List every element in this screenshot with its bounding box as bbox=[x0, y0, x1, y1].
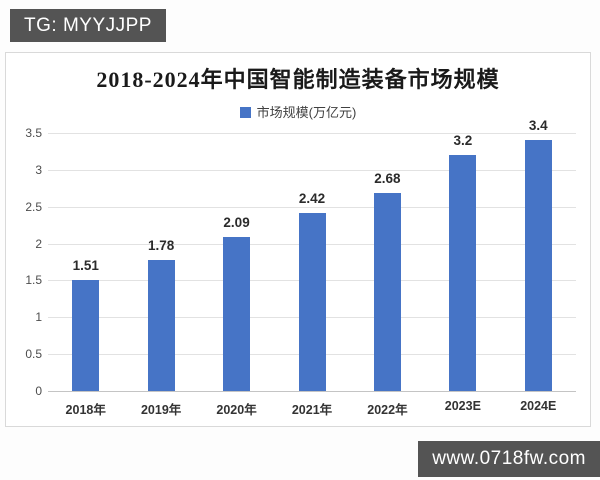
legend-swatch-icon bbox=[239, 107, 251, 118]
watermark-badge-bottom-right: www.0718fw.com bbox=[418, 441, 600, 477]
y-axis-tick-label: 3.5 bbox=[25, 126, 42, 140]
bar-value-label: 1.51 bbox=[72, 257, 99, 273]
x-axis-tick-label: 2018年 bbox=[65, 403, 106, 417]
legend: 市场规模(万亿元) bbox=[6, 102, 590, 121]
watermark-badge-top-left: TG: MYYJJPP bbox=[10, 9, 166, 42]
bar-2022年 bbox=[373, 193, 401, 391]
gridline bbox=[48, 169, 576, 171]
bar-value-label: 2.42 bbox=[298, 190, 326, 206]
x-axis-tick-label: 2024E bbox=[520, 399, 557, 413]
x-axis-tick-label: 2019年 bbox=[140, 403, 182, 417]
gridline bbox=[48, 206, 576, 208]
chart-panel: 2018-2024年中国智能制造装备市场规模 市场规模(万亿元) 0 0.5 1 1.… bbox=[5, 52, 591, 427]
bar-value-label: 3.2 bbox=[453, 133, 473, 149]
bar-value-label: 3.4 bbox=[528, 118, 548, 134]
bar-value-label: 2.09 bbox=[223, 214, 250, 230]
y-axis-tick-label: 2.5 bbox=[25, 199, 42, 214]
gridline bbox=[48, 391, 576, 392]
x-axis-tick-label: 2021年 bbox=[291, 403, 333, 417]
gridline bbox=[48, 133, 576, 134]
bar-value-label: 2.68 bbox=[374, 171, 401, 187]
legend-label: 市场规模(万亿元) bbox=[256, 105, 357, 120]
chart-title: 2018-2024年中国智能制造装备市场规模 bbox=[96, 67, 500, 92]
y-axis-tick-label: 3 bbox=[35, 162, 42, 177]
x-axis-tick-label: 2022年 bbox=[367, 403, 408, 417]
y-axis-tick-label: 0 bbox=[35, 384, 42, 398]
bar-2018年 bbox=[72, 279, 100, 391]
plot-area: 0 0.5 1 1.5 2 2.5 3 3.5 1.51 2018年 1.78 2019年 2.09 20… bbox=[25, 118, 576, 417]
x-axis-tick-label: 2020年 bbox=[216, 403, 257, 417]
bar-2023E bbox=[449, 155, 477, 391]
y-axis-tick-label: 0.5 bbox=[25, 347, 42, 362]
y-axis-tick-label: 2 bbox=[35, 236, 42, 251]
x-axis-tick-label: 2023E bbox=[444, 399, 481, 413]
bar-2020年 bbox=[223, 236, 251, 391]
bar-2021年 bbox=[298, 212, 326, 391]
y-axis-tick-label: 1.5 bbox=[25, 273, 42, 288]
bar-value-label: 1.78 bbox=[148, 237, 175, 253]
bar-2019年 bbox=[147, 259, 175, 391]
y-axis-tick-label: 1 bbox=[35, 310, 42, 325]
bar-2024E bbox=[524, 140, 552, 391]
